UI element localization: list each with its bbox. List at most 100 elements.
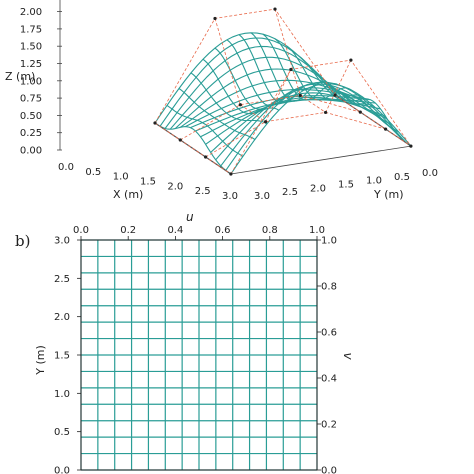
surface-line-x <box>154 32 336 124</box>
x-tick-label: 3.0 <box>222 191 238 202</box>
v-tick-label: 1.0 <box>321 236 337 247</box>
x-tick-label: 0.0 <box>58 162 74 173</box>
v-tick-label: 0.0 <box>321 466 337 474</box>
control-net-line <box>154 122 232 175</box>
z-tick-label: 0.50 <box>20 111 42 122</box>
u-axis-label: u <box>186 210 194 224</box>
z-tick-labels: 0.00 0.25 0.50 0.75 1.00 1.25 1.50 1.75 2.00 <box>20 7 62 157</box>
control-point <box>213 16 217 21</box>
x-tick-label: 1.0 <box>113 172 129 183</box>
control-point <box>409 144 413 148</box>
x-tick-label: 1.5 <box>140 177 156 188</box>
surface-line-y <box>298 55 376 108</box>
control-points <box>153 7 413 176</box>
y-tick-label: 0.5 <box>394 172 410 183</box>
control-point <box>333 93 337 97</box>
control-point <box>384 127 388 131</box>
y-tick-label: 0.0 <box>54 466 70 474</box>
v-tick-label: 0.4 <box>321 374 337 385</box>
y-tick-label: 3.0 <box>54 236 70 247</box>
surface-line-y <box>322 80 400 133</box>
u-tick-label: 0.0 <box>73 225 89 236</box>
control-point <box>349 58 353 62</box>
surface-line-y <box>202 58 280 115</box>
control-net-line <box>230 59 412 175</box>
v-tick-label: 0.2 <box>321 420 337 431</box>
x-tick-label: 2.0 <box>167 181 183 192</box>
control-point <box>298 93 302 98</box>
y-tick-label: 2.5 <box>54 274 70 285</box>
u-tick-labels: 0.0 0.2 0.4 0.6 0.8 1.0 <box>73 225 325 240</box>
surface-line-y <box>190 72 268 125</box>
z-tick-label: 1.00 <box>20 76 42 87</box>
surface-mesh <box>154 32 412 175</box>
x-tick-label: 2.5 <box>195 186 211 197</box>
u-tick-label: 0.6 <box>215 225 231 236</box>
y-tick-labels: 0.0 0.5 1.0 1.5 2.0 2.5 3.0 <box>54 236 81 474</box>
control-net-line <box>334 94 412 147</box>
surface-line-y <box>166 104 244 157</box>
surface-line-x <box>215 87 397 161</box>
u-tick-label: 1.0 <box>309 225 325 236</box>
control-point <box>238 103 242 107</box>
control-point <box>204 155 208 159</box>
y-tick-label: 2.0 <box>54 312 70 323</box>
y-tick-label: 3.0 <box>254 191 270 202</box>
y-tick-label: 0.5 <box>54 427 70 438</box>
z-tick-label: 0.00 <box>20 146 42 157</box>
control-net-line <box>214 18 292 123</box>
control-net <box>154 8 412 175</box>
control-point <box>273 7 277 11</box>
u-tick-label: 0.2 <box>120 225 136 236</box>
v-tick-label: 0.6 <box>321 328 337 339</box>
y-tick-label: 1.0 <box>366 176 382 187</box>
u-tick-label: 0.8 <box>262 225 278 236</box>
y-tick-label: 2.0 <box>310 183 326 194</box>
control-point <box>289 67 293 72</box>
x-tick-label: 0.5 <box>85 167 101 178</box>
surface-line-x <box>169 56 351 130</box>
uv-grid <box>80 239 318 471</box>
surface-line-y <box>214 47 292 110</box>
surface-line-y <box>334 94 412 147</box>
control-point <box>358 110 362 114</box>
surface-line-y <box>262 33 340 101</box>
control-point <box>178 138 182 142</box>
y-tick-label: 1.5 <box>338 180 354 191</box>
panel-label-b: b) <box>15 232 30 250</box>
surface-line-x <box>230 83 412 175</box>
control-point <box>264 120 268 124</box>
parametric-grid-panel: b) 0.0 0.2 0.4 0.6 0.8 1.0 0.0 0.5 1.0 1.5 2.0 2.5… <box>15 210 355 474</box>
z-tick-label: 1.25 <box>20 59 42 70</box>
y-tick-label: 1.0 <box>54 389 70 400</box>
y-tick-label: 2.5 <box>282 187 298 198</box>
z-tick-label: 1.75 <box>20 24 42 35</box>
x-tick-labels: 0.0 0.5 1.0 1.5 2.0 2.5 3.0 <box>58 162 238 202</box>
surface-line-y <box>274 38 352 101</box>
surface-line-x <box>225 81 407 171</box>
y-axis-label: Y (m) <box>373 188 404 201</box>
y-tick-label: 1.5 <box>54 351 70 362</box>
y-axis-line <box>230 145 411 175</box>
control-net-line <box>154 8 336 124</box>
z-axis-label: Z (m) <box>5 70 35 83</box>
y-tick-labels: 3.0 2.5 2.0 1.5 1.0 0.5 0.0 <box>254 168 438 202</box>
control-net-line <box>205 111 386 158</box>
y-tick-label: 0.0 <box>422 168 438 179</box>
surface-line-y <box>154 122 232 175</box>
surface-line-y <box>238 34 316 104</box>
surface-line-x <box>205 96 386 145</box>
surface-line-y <box>178 88 256 140</box>
x-axis-label: X (m) <box>113 188 143 201</box>
control-point <box>153 121 157 125</box>
control-net-line <box>180 94 361 141</box>
y-axis-label-b: Y (m) <box>34 345 47 376</box>
control-net-line <box>274 8 352 113</box>
surface-line-y <box>286 45 364 102</box>
z-tick-label: 1.50 <box>20 42 42 53</box>
control-point <box>229 172 233 176</box>
control-point <box>324 110 328 115</box>
z-tick-label: 0.25 <box>20 128 42 139</box>
v-axis-label: v <box>341 352 355 360</box>
u-tick-label: 0.4 <box>167 225 183 236</box>
